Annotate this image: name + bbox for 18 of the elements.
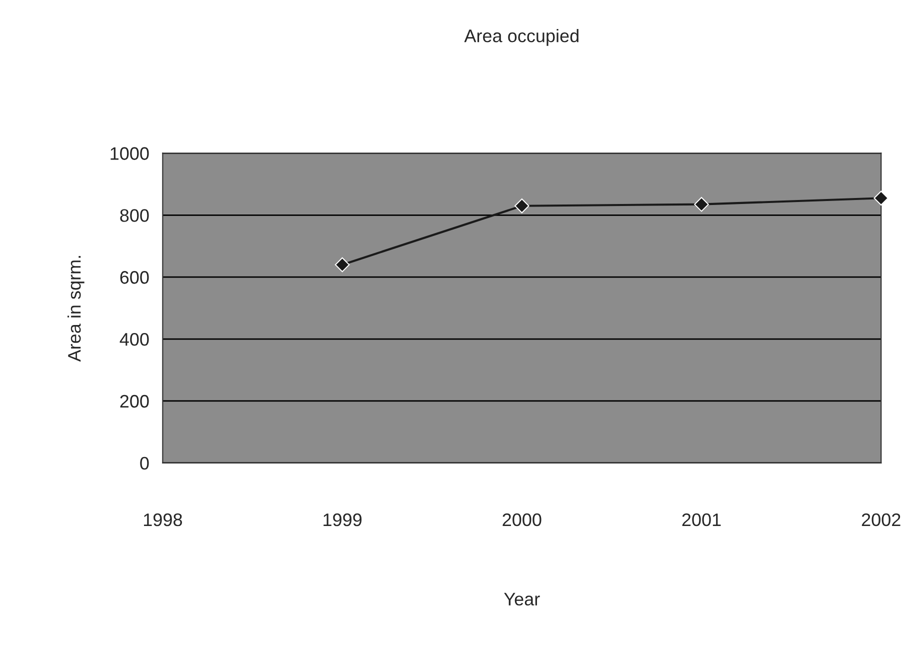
x-tick-label: 2002 <box>862 513 900 526</box>
y-axis-title: Area in sqrm. <box>68 256 84 362</box>
point <box>874 190 888 206</box>
x-tick-label: 2001 <box>682 513 721 526</box>
y-tick-label: 200 <box>120 394 149 408</box>
point <box>514 198 530 214</box>
point <box>334 257 350 272</box>
y-tick-label: 1000 <box>110 147 149 160</box>
point <box>694 196 709 212</box>
x-tick-label: 1998 <box>144 513 182 526</box>
y-tick-label: 600 <box>120 271 149 284</box>
x-axis-title: Year <box>504 592 540 606</box>
y-tick-label: 800 <box>120 209 149 222</box>
y-tick-label: 400 <box>120 332 149 346</box>
x-tick-label: 2000 <box>502 513 542 526</box>
y-tick-label: 0 <box>140 456 149 470</box>
x-tick-label: 1999 <box>324 513 362 526</box>
chart-title: Area occupied <box>464 29 578 46</box>
